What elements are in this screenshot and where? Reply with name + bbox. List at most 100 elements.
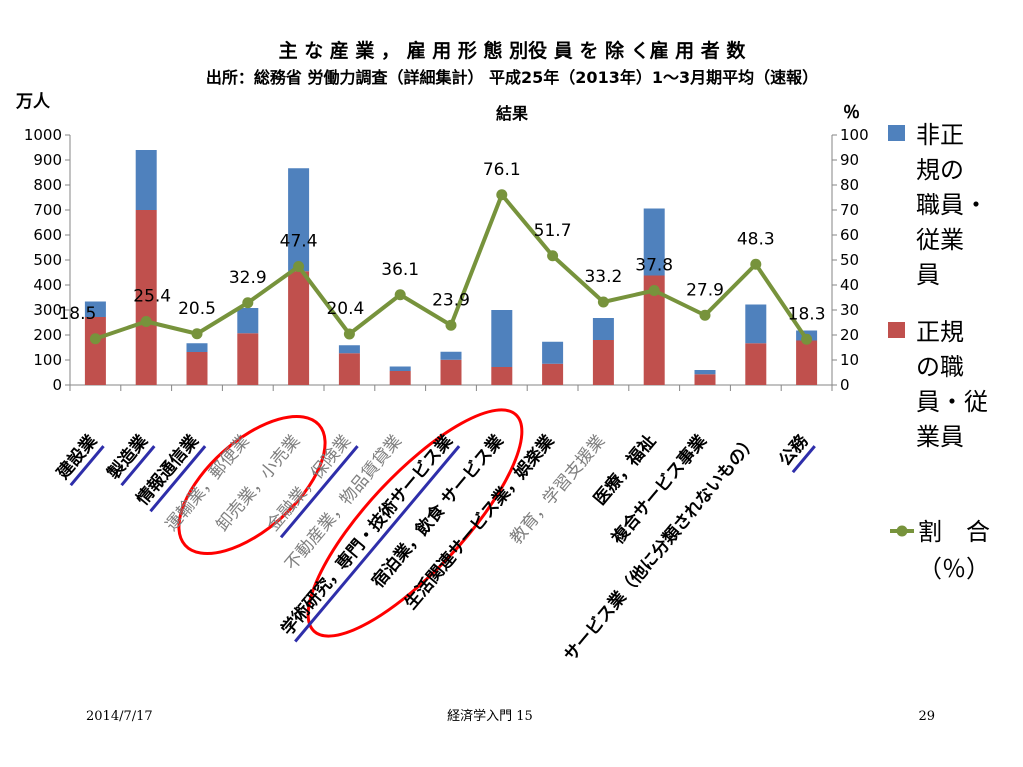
footer-page: 29 — [918, 709, 935, 724]
legend-marker-ratio — [896, 525, 908, 537]
bar-nonregular — [440, 351, 462, 360]
footer-date: 2014/7/17 — [86, 709, 153, 724]
footer-course: 経済学入門 15 — [447, 708, 533, 724]
category-label: 公務 — [774, 430, 813, 470]
legend-label-ratio: （％） — [918, 555, 990, 583]
ratio-point — [140, 316, 152, 327]
chart-title-line: 出所：総務省 労働力調査（詳細集計） 平成25年（2013年）1～3月期平均（速… — [206, 68, 818, 87]
y-tick-label-right: 20 — [840, 326, 859, 344]
y-tick-label-left: 200 — [33, 326, 62, 344]
bar-regular — [135, 210, 157, 385]
legend-swatch-regular — [888, 322, 905, 338]
category-label-group: 公務 — [774, 430, 816, 474]
axes: 万人 ％ 0 0 100 10 200 20 300 30 400 40 500 50 600 60 700 70… — [15, 92, 869, 394]
y-tick-label-right: 40 — [840, 276, 859, 294]
legend-label-regular: 正規 — [916, 318, 964, 346]
category-underline — [120, 445, 156, 487]
category-underline — [791, 445, 816, 474]
bar-regular — [491, 367, 513, 385]
ratio-data-label: 20.4 — [326, 299, 364, 319]
y-tick-label-right: 10 — [840, 351, 859, 369]
chart-title-line: 主 な 産 業 ， 雇 用 形 態 別役 員 を 除 く雇 用 者 数 — [279, 39, 747, 62]
legend-label-regular: 員・従 — [916, 388, 988, 416]
ratio-data-label: 36.1 — [381, 260, 419, 280]
ratio-point — [191, 328, 203, 340]
bar-regular — [440, 359, 462, 385]
ratio-data-label: 32.9 — [229, 268, 267, 288]
category-underline — [279, 445, 359, 539]
ratio-data-label: 37.8 — [635, 256, 673, 276]
y-tick-label-left: 900 — [33, 151, 62, 169]
y-tick-label-right: 0 — [840, 376, 850, 394]
y-tick-label-left: 400 — [33, 276, 62, 294]
ratio-point — [597, 296, 609, 308]
legend-label-regular: 業員 — [916, 423, 964, 451]
chart-title: 主 な 産 業 ， 雇 用 形 態 別役 員 を 除 く雇 用 者 数出所：総務… — [206, 39, 818, 123]
ratio-data-label: 18.5 — [58, 304, 96, 324]
y-tick-label-left: 800 — [33, 176, 62, 194]
bar-regular — [745, 343, 767, 385]
ratio-point — [293, 261, 305, 272]
legend-label-nonregular: 職員・ — [916, 191, 988, 219]
y-tick-label-right: 80 — [840, 176, 859, 194]
bar-nonregular — [84, 301, 106, 317]
bar-nonregular — [186, 343, 208, 352]
legend-label-regular: の職 — [916, 353, 964, 381]
y-tick-label-right: 50 — [840, 251, 859, 269]
highlight-ellipse — [177, 414, 327, 556]
y-tick-label-right: 70 — [840, 201, 859, 219]
y-tick-label-left: 1000 — [24, 126, 62, 144]
legend-label-nonregular: 従業 — [916, 226, 964, 254]
y-tick-label-left: 300 — [33, 301, 62, 319]
ratio-data-label: 25.4 — [133, 287, 171, 307]
category-label: 複合サービス事業 — [607, 431, 711, 549]
ratio-data-label: 51.7 — [534, 221, 572, 241]
chart-title-line: 結果 — [496, 104, 528, 123]
bar-nonregular — [237, 308, 259, 334]
legend-label-ratio: 割 合 — [918, 518, 990, 546]
ratio-data-label: 23.9 — [432, 290, 470, 310]
ratio-data-label: 47.4 — [280, 232, 318, 252]
bar-nonregular — [491, 310, 513, 367]
y-axis-label-left: 万人 — [15, 92, 51, 112]
bar-regular — [84, 317, 106, 385]
category-label-group: 製造業 — [103, 431, 156, 487]
y-tick-label-left: 500 — [33, 251, 62, 269]
category-underline — [69, 445, 105, 487]
category-label-group: 複合サービス事業 — [607, 431, 711, 549]
ratio-data-label: 20.5 — [178, 299, 216, 319]
bar-nonregular — [694, 370, 716, 375]
category-label-group: 教育，学習支援業 — [506, 431, 609, 548]
ratio-point — [496, 189, 508, 201]
ratio-point — [547, 250, 559, 262]
bar-regular — [796, 340, 818, 385]
ratio-data-label: 33.2 — [584, 267, 622, 287]
ratio-point — [242, 297, 254, 309]
bar-nonregular — [288, 168, 310, 272]
bar-nonregular — [592, 318, 614, 340]
y-tick-label-left: 0 — [52, 376, 62, 394]
bar-regular — [592, 340, 614, 385]
ratio-point — [343, 328, 355, 340]
bar-regular — [643, 275, 665, 385]
legend-label-nonregular: 員 — [916, 261, 940, 289]
y-tick-label-right: 60 — [840, 226, 859, 244]
bar-regular — [542, 363, 564, 385]
bar-nonregular — [389, 366, 411, 371]
bar-regular — [338, 353, 360, 385]
category-underline — [294, 445, 461, 643]
y-tick-label-right: 30 — [840, 301, 859, 319]
bar-regular — [694, 374, 716, 385]
ratio-data-label: 48.3 — [737, 229, 775, 249]
y-tick-label-right: 90 — [840, 151, 859, 169]
y-tick-label-left: 700 — [33, 201, 62, 219]
category-label-group: 建設業 — [52, 431, 105, 487]
legend-label-nonregular: 非正 — [916, 121, 964, 149]
y-tick-label-left: 600 — [33, 226, 62, 244]
ratio-point — [394, 289, 406, 301]
bar-nonregular — [338, 345, 360, 354]
bar-nonregular — [542, 341, 564, 364]
bar-regular — [288, 271, 310, 385]
